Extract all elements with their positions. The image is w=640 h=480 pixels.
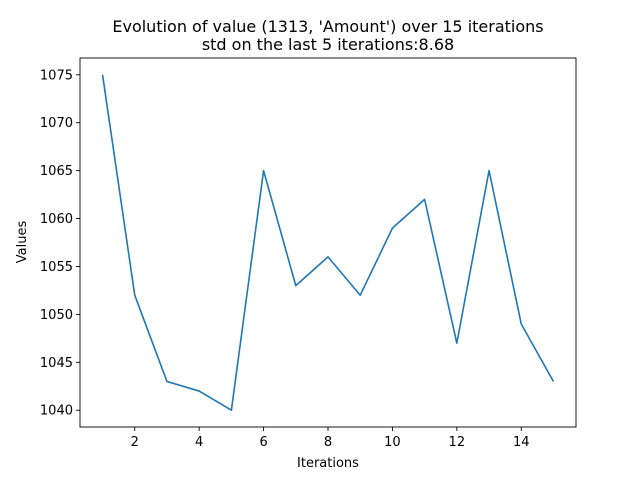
x-axis-label: Iterations [297, 456, 359, 471]
y-tick-label: 1055 [40, 260, 73, 275]
x-tick-label: 12 [449, 435, 466, 450]
plot-area: 2 4 6 8 10 12 14 1040 1045 1050 1055 1060 1065 1070 10… [40, 57, 577, 450]
x-tick-label: 2 [131, 435, 139, 450]
x-tick-label: 8 [324, 435, 332, 450]
plot-frame [79, 57, 577, 428]
y-tick-label: 1045 [40, 356, 73, 371]
y-tick-label: 1065 [40, 164, 73, 179]
data-line-series [101, 74, 555, 412]
y-axis-label: Values [15, 221, 30, 264]
y-tick-label: 1060 [40, 212, 73, 227]
x-tick-label: 10 [384, 435, 401, 450]
x-tick-label: 4 [195, 435, 203, 450]
y-tick-label: 1075 [40, 68, 73, 83]
y-tick-label: 1040 [40, 404, 73, 419]
x-tick-label: 14 [513, 435, 530, 450]
chart-title: Evolution of value (1313, 'Amount') over… [112, 17, 543, 36]
y-tick-label: 1050 [40, 308, 73, 323]
chart-subtitle: std on the last 5 iterations:8.68 [202, 35, 454, 54]
x-tick-label: 6 [259, 435, 267, 450]
y-tick-label: 1070 [40, 116, 73, 131]
